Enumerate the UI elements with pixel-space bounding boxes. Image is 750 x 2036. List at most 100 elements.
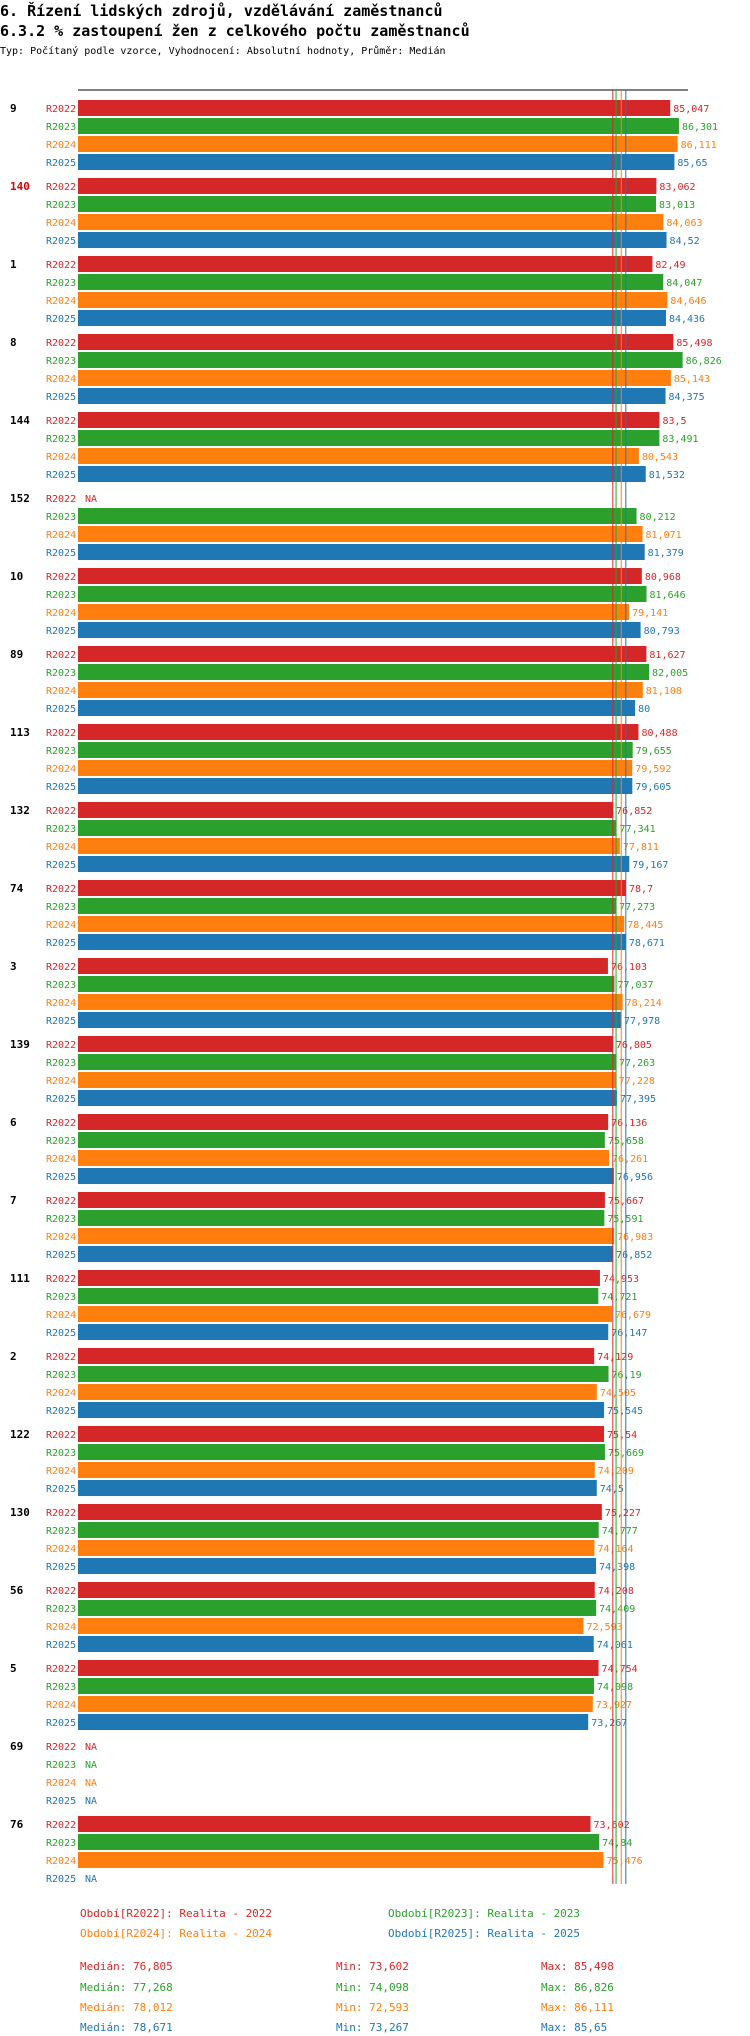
value-label: 76,852: [616, 1250, 652, 1261]
value-label: 76,679: [615, 1310, 651, 1321]
bar: [78, 1618, 584, 1634]
series-label: R2024: [46, 1856, 76, 1867]
series-label: R2023: [46, 512, 76, 523]
series-label: R2022: [46, 884, 76, 895]
na-label: NA: [85, 1874, 97, 1885]
bar: [78, 1114, 609, 1130]
bar: [78, 802, 614, 818]
series-label: R2022: [46, 416, 76, 427]
series-label: R2024: [46, 608, 76, 619]
value-label: 83,013: [659, 200, 695, 211]
bar: [78, 1090, 617, 1106]
value-label: 81,646: [650, 590, 686, 601]
bar: [78, 1288, 599, 1304]
bar: [78, 742, 633, 758]
value-label: 74,754: [602, 1664, 638, 1675]
series-label: R2023: [46, 1448, 76, 1459]
series-label: R2022: [46, 728, 76, 739]
value-label: 84,52: [670, 236, 700, 247]
series-label: R2022: [46, 1430, 76, 1441]
bar: [78, 1306, 612, 1322]
series-label: R2024: [46, 296, 76, 307]
value-label: 85,65: [677, 158, 707, 169]
value-label: 76,261: [612, 1154, 648, 1165]
series-label: R2023: [46, 1838, 76, 1849]
bar: [78, 976, 615, 992]
group-label: 139: [10, 1038, 30, 1051]
value-label: 73,267: [591, 1718, 627, 1729]
bar: [78, 586, 647, 602]
bar: [78, 430, 660, 446]
value-label: 81,379: [648, 548, 684, 559]
bar: [78, 934, 626, 950]
value-label: 74,409: [599, 1604, 635, 1615]
bar: [78, 310, 666, 326]
series-label: R2022: [46, 1274, 76, 1285]
group-label: 130: [10, 1506, 30, 1519]
group-label: 140: [10, 180, 30, 193]
series-label: R2024: [46, 1232, 76, 1243]
value-label: 84,063: [666, 218, 702, 229]
series-label: R2023: [46, 902, 76, 913]
value-label: 79,655: [636, 746, 672, 757]
bar: [78, 682, 643, 698]
group-label: 56: [10, 1584, 24, 1597]
value-label: 77,341: [620, 824, 656, 835]
series-label: R2022: [46, 572, 76, 583]
series-label: R2023: [46, 980, 76, 991]
bar: [78, 1012, 621, 1028]
series-label: R2024: [46, 1310, 76, 1321]
group-label: 132: [10, 804, 30, 817]
value-label: 86,826: [686, 356, 722, 367]
value-label: 76,19: [612, 1370, 642, 1381]
series-label: R2023: [46, 1526, 76, 1537]
series-label: R2025: [46, 1874, 76, 1885]
series-label: R2024: [46, 920, 76, 931]
series-label: R2025: [46, 314, 76, 325]
value-label: 75,545: [607, 1406, 643, 1417]
series-label: R2022: [46, 650, 76, 661]
series-label: R2022: [46, 494, 76, 505]
bar: [78, 1072, 616, 1088]
na-label: NA: [85, 1742, 97, 1753]
series-label: R2022: [46, 1586, 76, 1597]
series-label: R2023: [46, 746, 76, 757]
bar: [78, 1678, 594, 1694]
bar: [78, 994, 623, 1010]
bar: [78, 274, 664, 290]
bar: [78, 724, 639, 740]
value-label: 72,593: [586, 1622, 622, 1633]
series-label: R2025: [46, 1640, 76, 1651]
value-label: 77,037: [617, 980, 653, 991]
series-label: R2025: [46, 1016, 76, 1027]
bar: [78, 1834, 600, 1850]
value-label: 85,047: [673, 104, 709, 115]
bar: [78, 1540, 595, 1556]
bar: [78, 1192, 605, 1208]
value-label: 84,436: [669, 314, 705, 325]
value-label: 74,098: [597, 1682, 633, 1693]
bar: [78, 568, 642, 584]
bar: [78, 856, 630, 872]
series-label: R2024: [46, 842, 76, 853]
bar: [78, 232, 667, 248]
value-label: 74,061: [597, 1640, 633, 1651]
series-label: R2025: [46, 1172, 76, 1183]
value-label: 79,592: [635, 764, 671, 775]
value-label: 83,491: [662, 434, 698, 445]
value-label: 83,5: [662, 416, 686, 427]
value-label: 81,627: [649, 650, 685, 661]
series-label: R2022: [46, 962, 76, 973]
value-label: 80,793: [644, 626, 680, 637]
bar: [78, 214, 664, 230]
bar: [78, 664, 650, 680]
bar: [78, 100, 671, 116]
group-label: 10: [10, 570, 23, 583]
series-label: R2025: [46, 938, 76, 949]
series-label: R2022: [46, 806, 76, 817]
group-label: 122: [10, 1428, 30, 1441]
series-label: R2024: [46, 1466, 76, 1477]
bar: [78, 1366, 609, 1382]
bar: [78, 1558, 597, 1574]
series-label: R2024: [46, 1388, 76, 1399]
